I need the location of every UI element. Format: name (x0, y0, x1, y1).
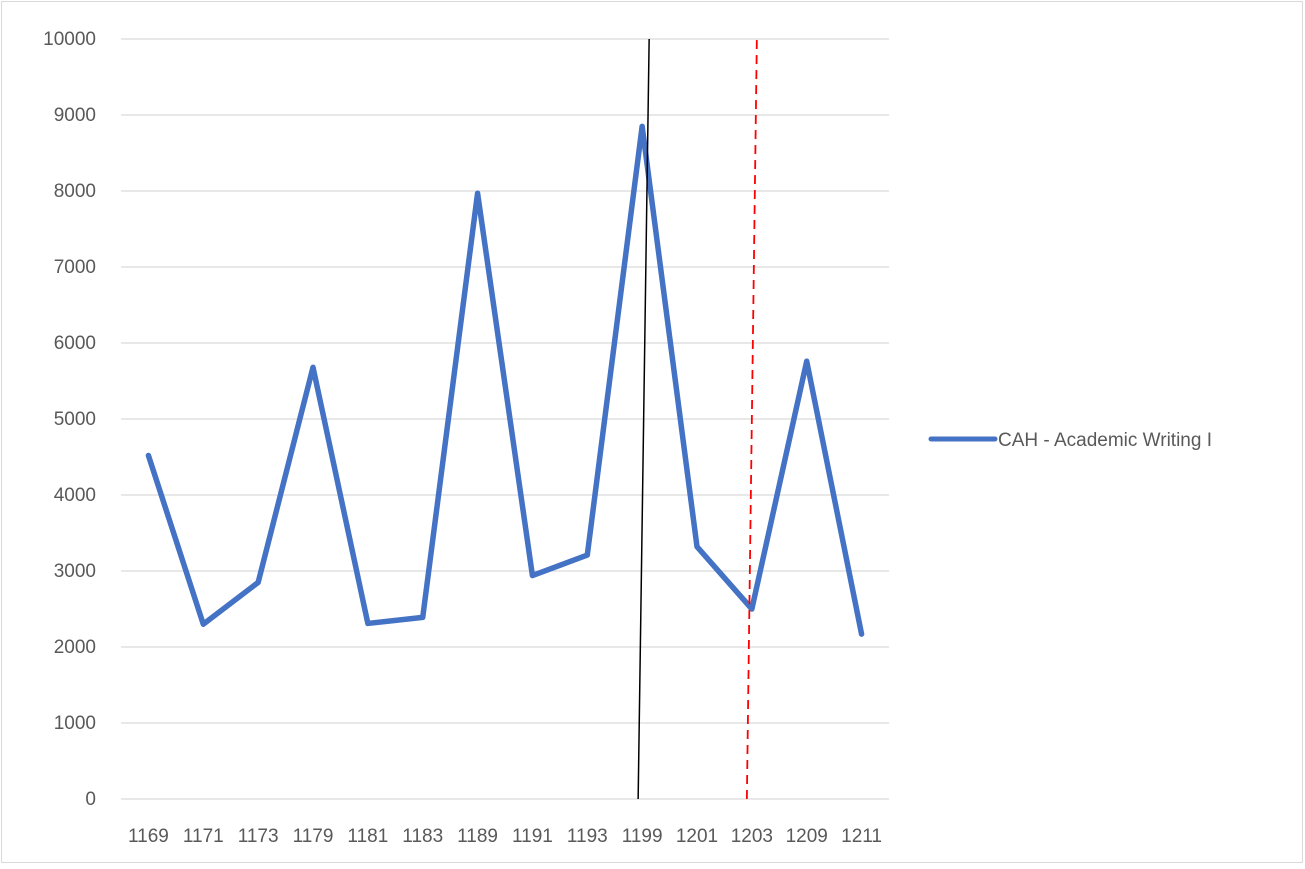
y-tick-label: 9000 (54, 105, 96, 126)
data-point (804, 358, 810, 364)
data-point (420, 614, 426, 620)
x-tick-label: 1173 (238, 826, 279, 847)
y-tick-label: 7000 (54, 257, 96, 278)
data-point (529, 573, 535, 579)
data-point (694, 544, 700, 550)
x-tick-label: 1179 (293, 826, 334, 847)
x-tick-label: 1193 (567, 826, 608, 847)
data-point (310, 364, 316, 370)
x-tick-label: 1189 (457, 826, 498, 847)
annotation-lines (637, 37, 758, 800)
x-tick-label: 1183 (402, 826, 443, 847)
data-point (365, 620, 371, 626)
x-tick-label: 1203 (731, 826, 773, 847)
y-tick-label: 1000 (54, 713, 96, 734)
x-tick-label: 1171 (183, 826, 224, 847)
x-tick-label: 1181 (347, 826, 388, 847)
data-point (255, 579, 261, 585)
y-tick-label: 8000 (54, 181, 96, 202)
data-point (200, 621, 206, 627)
y-tick-label: 10000 (43, 29, 96, 50)
y-tick-label: 6000 (54, 333, 96, 354)
data-point (475, 190, 481, 196)
x-axis-tick-labels: 1169 1171 1173 1179 1181 1183 1189 1191 1193 1199… (128, 826, 882, 847)
x-tick-label: 1201 (676, 826, 718, 847)
x-tick-label: 1209 (786, 826, 828, 847)
y-tick-label: 0 (85, 789, 96, 810)
dashed-vertical-marker-line (745, 37, 758, 800)
y-tick-label: 5000 (54, 409, 96, 430)
data-point (145, 452, 151, 458)
y-tick-label: 3000 (54, 561, 96, 582)
data-point (584, 552, 590, 558)
legend: CAH - Academic Writing I (928, 430, 1212, 451)
y-tick-label: 4000 (54, 485, 96, 506)
series-layer (145, 123, 865, 637)
y-axis-tick-labels: 0 1000 2000 3000 4000 5000 6000 7000 8000 9000 100… (43, 29, 96, 810)
data-point (639, 123, 645, 129)
gridlines (121, 38, 889, 800)
solid-vertical-marker-line (637, 38, 650, 800)
legend-label-series-1: CAH - Academic Writing I (998, 430, 1212, 451)
x-tick-label: 1191 (512, 826, 553, 847)
series-line-1 (145, 123, 865, 637)
x-tick-label: 1211 (841, 826, 882, 847)
y-tick-label: 2000 (54, 637, 96, 658)
x-tick-label: 1199 (622, 826, 663, 847)
data-point (859, 631, 865, 637)
x-tick-label: 1169 (128, 826, 169, 847)
data-point (749, 606, 755, 612)
